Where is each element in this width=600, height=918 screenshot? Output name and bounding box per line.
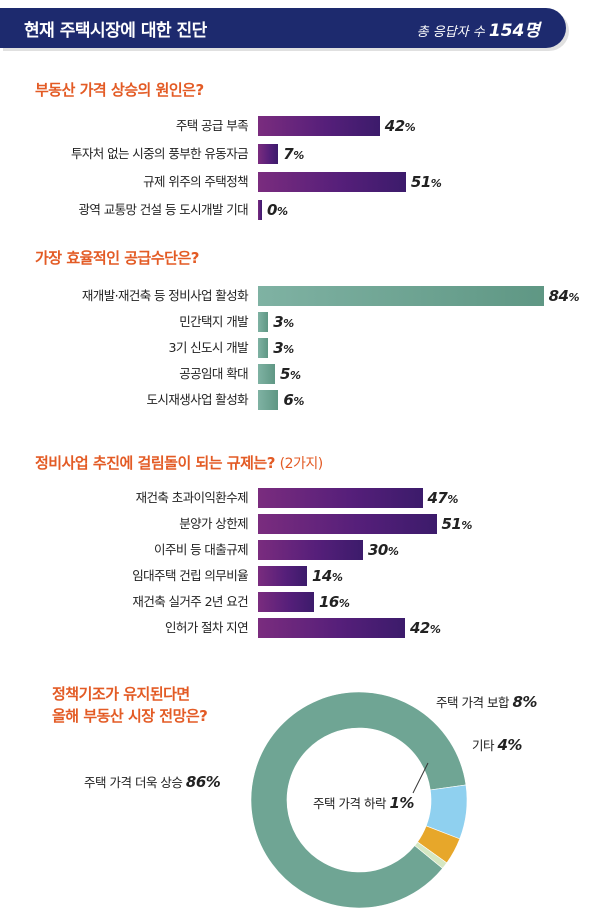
bar-value: 6% — [283, 391, 304, 409]
chart4-title-line2: 올해 부동산 시장 전망은? — [52, 707, 208, 725]
bar-row: 인허가 절차 지연 42% — [0, 618, 600, 638]
bar-label: 재건축 초과이익환수제 — [135, 490, 249, 505]
bar-row: 투자처 없는 시중의 풍부한 유동자금 7% — [0, 144, 600, 164]
bar-row: 재개발·재건축 등 정비사업 활성화 84% — [0, 286, 600, 306]
bar-value: 42% — [384, 117, 416, 135]
bar — [258, 286, 544, 306]
bar-value: 3% — [273, 313, 294, 331]
bar-value: 84% — [548, 287, 580, 305]
bar-value: 0% — [267, 201, 288, 219]
chart3-title-text: 정비사업 추진에 걸림돌이 되는 규제는? — [35, 454, 275, 472]
pie-value-flat: 8% — [512, 693, 537, 711]
respondents-label: 총 응답자 수 — [416, 24, 485, 40]
bar-label: 인허가 절차 지연 — [164, 620, 249, 635]
respondents-count: 154명 — [488, 20, 540, 41]
pie-label-fall: 주택 가격 하락 1% — [313, 793, 414, 812]
bar-value: 30% — [368, 541, 399, 559]
chart1-title: 부동산 가격 상승의 원인은? — [35, 81, 204, 99]
pie-label-fall-text: 주택 가격 하락 — [313, 796, 386, 811]
bar-row: 이주비 등 대출규제 30% — [0, 540, 600, 560]
bar-value: 42% — [410, 619, 441, 637]
pie-label-flat: 주택 가격 보합 8% — [436, 692, 537, 711]
bar — [258, 338, 269, 358]
bar — [258, 514, 437, 534]
bar-row: 3기 신도시 개발 3% — [0, 338, 600, 358]
bar-value: 3% — [273, 339, 294, 357]
pie-value-fall: 1% — [389, 794, 414, 812]
bar-row: 임대주택 건립 의무비율 14% — [0, 566, 600, 586]
chart2-title: 가장 효율적인 공급수단은? — [35, 249, 199, 267]
bar-value: 7% — [283, 145, 304, 163]
bar-label: 광역 교통망 건설 등 도시개발 기대 — [78, 202, 249, 217]
pie-label-other: 기타 4% — [472, 735, 522, 754]
chart3-title-note: (2가지) — [279, 456, 324, 472]
bar-label: 도시재생사업 활성화 — [146, 392, 249, 407]
chart4-title: 정책기조가 유지된다면 올해 부동산 시장 전망은? — [52, 683, 208, 727]
bar-row: 규제 위주의 주택정책 51% — [0, 172, 600, 192]
bar-label: 민간택지 개발 — [179, 314, 248, 329]
page-title: 현재 주택시장에 대한 진단 — [24, 20, 207, 41]
bar-value: 5% — [280, 365, 301, 383]
bar-label: 재건축 실거주 2년 요건 — [132, 594, 248, 609]
bar-label: 공공임대 확대 — [179, 366, 248, 381]
pie-value-other: 4% — [497, 736, 523, 754]
bar-label: 투자처 없는 시중의 풍부한 유동자금 — [71, 146, 249, 161]
bar-row: 주택 공급 부족 42% — [0, 116, 600, 136]
bar-label: 분양가 상한제 — [179, 516, 248, 531]
pie-value-rise: 86% — [185, 773, 221, 791]
respondents-info: 총 응답자 수 154명 — [417, 16, 540, 41]
bar-row: 광역 교통망 건설 등 도시개발 기대 0% — [0, 200, 600, 220]
bar — [258, 364, 275, 384]
bar — [258, 144, 279, 164]
bar-row: 공공임대 확대 5% — [0, 364, 600, 384]
bar-row: 분양가 상한제 51% — [0, 514, 600, 534]
bar-value: 14% — [312, 567, 343, 585]
bar-row: 재건축 실거주 2년 요건 16% — [0, 592, 600, 612]
pie-label-other-text: 기타 — [472, 738, 495, 753]
bar — [258, 200, 262, 220]
bar-label: 규제 위주의 주택정책 — [143, 174, 248, 189]
bar-label: 3기 신도시 개발 — [168, 340, 248, 355]
pie-slice-rise — [250, 691, 467, 909]
bar-label: 주택 공급 부족 — [175, 118, 249, 133]
chart4-title-line1: 정책기조가 유지된다면 — [52, 685, 190, 703]
bar-value: 47% — [427, 489, 459, 507]
pie-label-flat-text: 주택 가격 보합 — [436, 695, 509, 710]
bar-row: 재건축 초과이익환수제 47% — [0, 488, 600, 508]
bar-value: 51% — [441, 515, 473, 533]
bar — [258, 312, 269, 332]
bar-label: 재개발·재건축 등 정비사업 활성화 — [81, 288, 249, 303]
bar — [258, 116, 380, 136]
pie-label-rise-text: 주택 가격 더욱 상승 — [84, 775, 183, 790]
bar-value: 16% — [319, 593, 350, 611]
header-banner: 현재 주택시장에 대한 진단 총 응답자 수 154명 — [0, 8, 566, 48]
bar — [258, 390, 279, 410]
pie-slice-fall — [414, 841, 448, 869]
bar — [258, 592, 314, 612]
bar-label: 이주비 등 대출규제 — [154, 542, 249, 557]
chart3-title: 정비사업 추진에 걸림돌이 되는 규제는? (2가지) — [35, 452, 323, 473]
bar-label: 임대주택 건립 의무비율 — [132, 568, 248, 583]
bar-row: 도시재생사업 활성화 6% — [0, 390, 600, 410]
bar — [258, 566, 307, 586]
pie-label-rise: 주택 가격 더욱 상승 86% — [84, 772, 221, 791]
bar-value: 51% — [410, 173, 442, 191]
bar — [258, 172, 406, 192]
pie-leader-line — [412, 762, 429, 794]
bar-row: 민간택지 개발 3% — [0, 312, 600, 332]
bar — [258, 540, 363, 560]
bar — [258, 618, 405, 638]
bar — [258, 488, 423, 508]
